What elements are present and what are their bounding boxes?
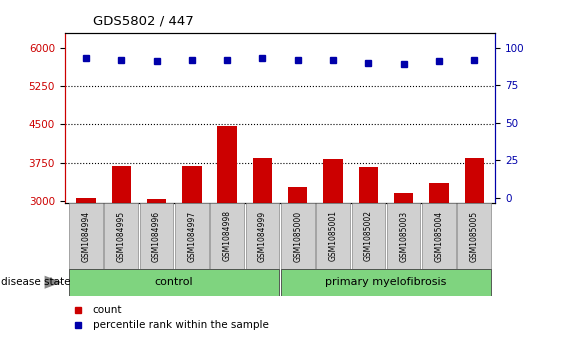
Bar — [422, 203, 455, 269]
Bar — [140, 203, 173, 269]
Bar — [217, 126, 237, 354]
Text: GSM1085001: GSM1085001 — [329, 211, 338, 261]
Bar — [111, 166, 131, 354]
Text: GSM1085003: GSM1085003 — [399, 211, 408, 261]
Text: GSM1085000: GSM1085000 — [293, 211, 302, 261]
Text: GDS5802 / 447: GDS5802 / 447 — [93, 15, 194, 28]
Text: GSM1085004: GSM1085004 — [435, 211, 444, 261]
Text: GSM1084994: GSM1084994 — [82, 211, 91, 261]
Bar — [288, 188, 307, 354]
Bar — [359, 167, 378, 354]
Bar — [429, 183, 449, 354]
Text: GSM1084997: GSM1084997 — [187, 211, 196, 261]
Bar — [245, 203, 279, 269]
Text: control: control — [155, 277, 194, 287]
Text: percentile rank within the sample: percentile rank within the sample — [93, 320, 269, 330]
Bar — [394, 193, 413, 354]
Text: GSM1084995: GSM1084995 — [117, 211, 126, 261]
Bar — [323, 159, 343, 354]
Bar — [175, 203, 209, 269]
Bar — [69, 203, 102, 269]
Text: GSM1084996: GSM1084996 — [152, 211, 161, 261]
Text: GSM1085005: GSM1085005 — [470, 211, 479, 261]
Text: disease state: disease state — [1, 277, 70, 287]
Bar — [351, 203, 385, 269]
Text: GSM1084999: GSM1084999 — [258, 211, 267, 261]
Bar — [211, 203, 244, 269]
Text: GSM1084998: GSM1084998 — [222, 211, 231, 261]
Text: GSM1085002: GSM1085002 — [364, 211, 373, 261]
Bar — [253, 158, 272, 354]
Bar — [281, 203, 315, 269]
Polygon shape — [44, 276, 62, 289]
Bar — [69, 269, 279, 296]
Text: count: count — [93, 305, 122, 315]
Text: primary myelofibrosis: primary myelofibrosis — [325, 277, 446, 287]
Bar — [147, 199, 166, 354]
Bar — [458, 203, 491, 269]
Bar — [316, 203, 350, 269]
Bar — [182, 166, 202, 354]
Bar — [281, 269, 491, 296]
Bar — [387, 203, 421, 269]
Bar — [76, 198, 96, 354]
Bar — [105, 203, 138, 269]
Bar — [464, 158, 484, 354]
